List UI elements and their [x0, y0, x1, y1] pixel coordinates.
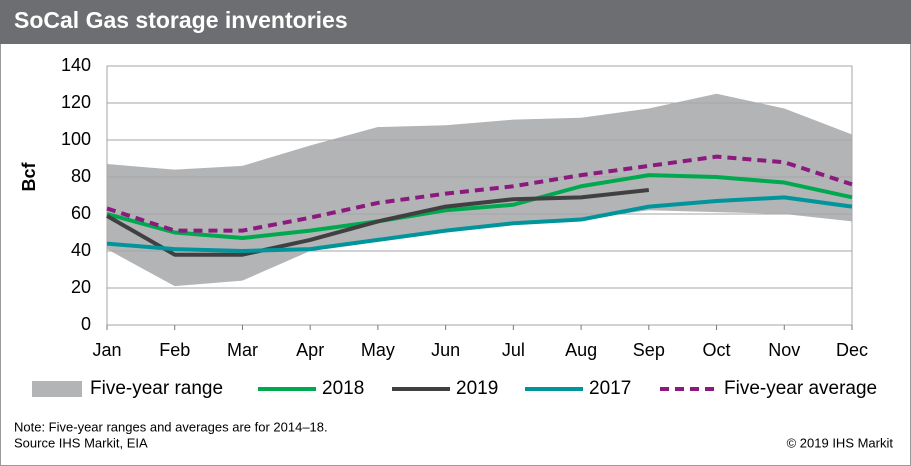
series-line [106, 195, 853, 253]
x-tick-label: Nov [768, 340, 800, 360]
x-tick-label: Aug [565, 340, 597, 360]
y-tick-label: 0 [81, 314, 91, 334]
series-line [106, 173, 853, 241]
legend-label: 2018 [322, 378, 364, 399]
source: Source IHS Markit, EIA [14, 435, 148, 450]
x-tick-label: Jul [502, 340, 525, 360]
x-tick-label: Dec [836, 340, 868, 360]
legend-label: 2017 [589, 378, 631, 399]
y-tick-label: 80 [71, 166, 91, 186]
legend-label: 2019 [456, 378, 498, 399]
legend-label: Five-year range [90, 378, 223, 399]
y-tick-label: 140 [61, 55, 91, 75]
y-axis-label: Bcf [19, 161, 39, 191]
y-tick-label: 100 [61, 129, 91, 149]
copyright: © 2019 IHS Markit [787, 435, 894, 450]
series-line [106, 154, 853, 233]
y-tick-label: 20 [71, 277, 91, 297]
x-tick-label: Sep [633, 340, 665, 360]
x-tick-label: Apr [296, 340, 324, 360]
x-tick-label: Oct [703, 340, 731, 360]
note: Note: Five-year ranges and averages are … [14, 419, 328, 434]
y-tick-label: 120 [61, 92, 91, 112]
title-bar [0, 0, 911, 44]
x-tick-label: Feb [159, 340, 190, 360]
x-tick-label: May [361, 340, 395, 360]
chart-title: SoCal Gas storage inventories [14, 7, 348, 33]
y-tick-label: 40 [71, 240, 91, 260]
x-tick-label: Mar [227, 340, 258, 360]
legend-label: Five-year average [724, 378, 877, 399]
x-tick-label: Jun [431, 340, 460, 360]
legend-swatch [32, 381, 82, 397]
y-tick-label: 60 [71, 203, 91, 223]
series-line [106, 187, 650, 257]
x-tick-label: Jan [92, 340, 121, 360]
